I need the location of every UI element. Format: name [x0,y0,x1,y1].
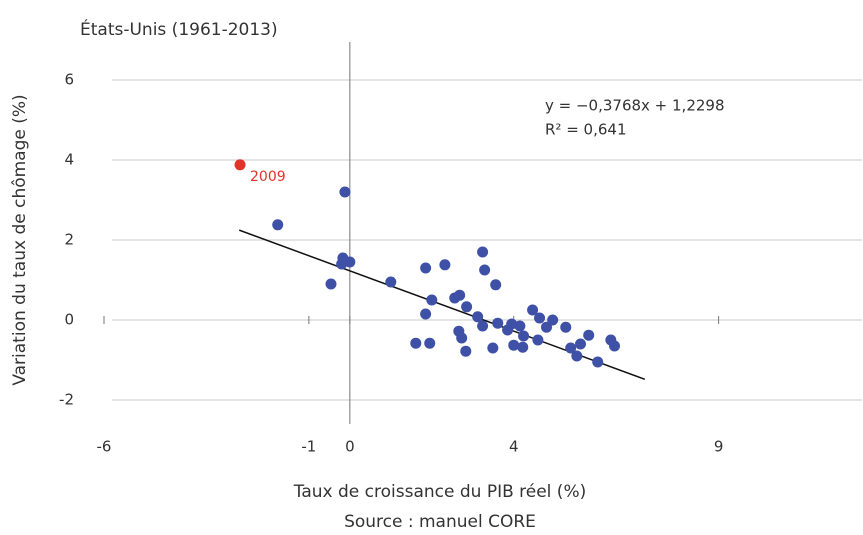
point [344,256,356,268]
y-tick-label: -2 [59,391,74,409]
point [518,330,530,342]
highlight-point [234,159,246,171]
point [609,340,621,352]
trendline-equation: y = −0,3768x + 1,2298 [545,97,725,115]
point [571,350,583,362]
point [565,342,577,354]
source: Source : manuel CORE [344,512,536,532]
point [385,276,397,288]
x-tick-label: -1 [301,438,316,456]
point [547,314,559,326]
y-axis-label: Variation du taux de chômage (%) [10,94,30,385]
point [575,338,587,350]
point [456,332,468,344]
point [339,186,351,198]
point [272,219,284,231]
x-tick-label: -6 [97,438,112,456]
x-axis-label: Taux de croissance du PIB réel (%) [293,482,586,502]
point [426,294,438,306]
point [592,356,604,368]
point [410,337,422,349]
chart-title: États-Unis (1961-2013) [80,18,278,40]
y-tick-label: 0 [64,311,74,329]
point [487,342,499,354]
point [424,337,436,349]
point [514,320,526,332]
point [490,279,502,291]
point [477,246,489,258]
point [472,311,484,323]
point [541,321,553,333]
point [583,329,595,341]
point-label: 2009 [250,169,286,185]
point [454,289,466,301]
point [527,304,539,316]
point [479,264,491,276]
point [461,301,473,313]
point [477,320,489,332]
y-tick-label: 4 [64,151,74,169]
point [420,308,432,320]
point [560,321,572,333]
point [420,262,432,274]
x-tick-label: 9 [714,438,724,456]
point [508,339,520,351]
x-tick-label: 4 [509,438,519,456]
point [439,259,451,271]
point [517,341,529,353]
point [492,317,504,329]
trendline [238,229,646,381]
point [460,345,472,357]
point [325,278,337,290]
x-tick-label: 0 [345,438,355,456]
point [534,312,546,324]
point [532,334,544,346]
y-tick-label: 2 [64,231,74,249]
r-squared: R² = 0,641 [545,121,626,139]
y-tick-label: 6 [64,71,74,89]
